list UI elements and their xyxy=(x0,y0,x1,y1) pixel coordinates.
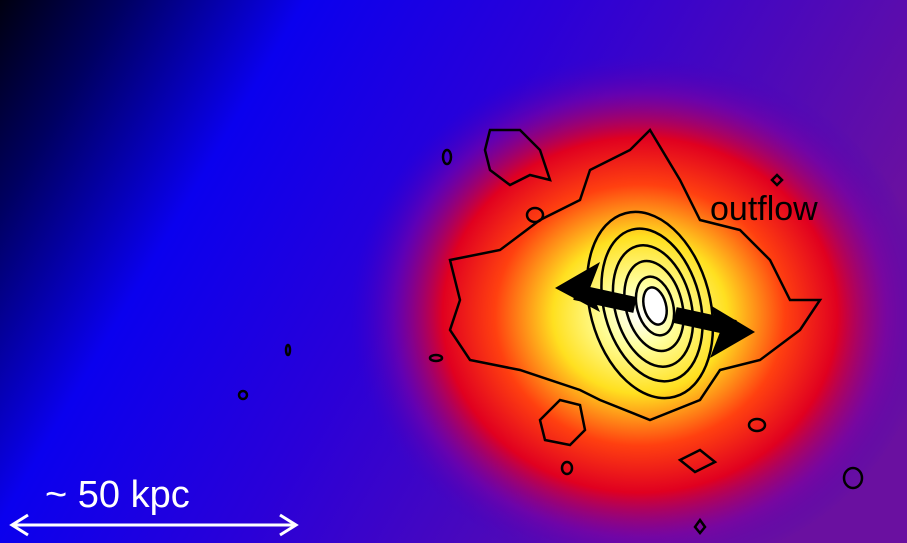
scale-label: ~ 50 kpc xyxy=(45,474,190,516)
page: outflow ~ 50 kpc (() => { const data = J… xyxy=(0,0,907,543)
outflow-label: outflow xyxy=(710,190,818,228)
image: outflow ~ 50 kpc xyxy=(0,0,907,543)
